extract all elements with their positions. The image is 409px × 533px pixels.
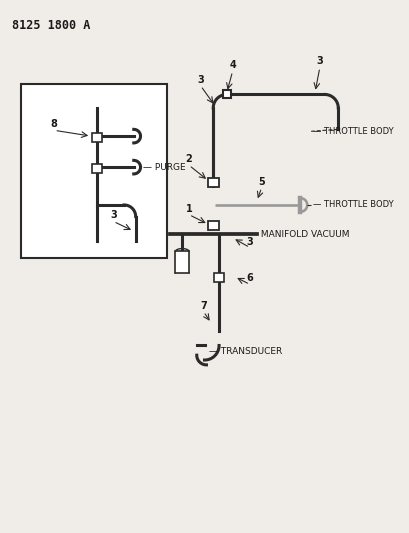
Bar [175,252,189,273]
Bar [21,84,166,259]
Text: 6: 6 [246,273,253,284]
Text: 7: 7 [200,301,207,311]
Text: — TRANSDUCER: — TRANSDUCER [209,347,282,356]
Text: 4: 4 [229,60,236,70]
Text: 3: 3 [110,211,117,221]
Text: 8: 8 [51,119,58,130]
Text: — THROTTLE BODY: — THROTTLE BODY [312,127,393,136]
Text: MANIFOLD VACUUM: MANIFOLD VACUUM [257,230,348,239]
Text: — THROTTLE BODY: — THROTTLE BODY [312,200,393,209]
Bar [207,178,218,187]
Text: 5: 5 [258,176,265,187]
Text: 2: 2 [185,154,192,164]
Bar [91,164,102,173]
Text: 8125 1800 A: 8125 1800 A [11,19,90,32]
Bar [207,221,218,230]
Bar [213,273,223,282]
Text: 1: 1 [185,204,192,214]
Text: 3: 3 [197,75,204,85]
Bar [91,133,102,142]
Text: 3: 3 [246,237,253,247]
Text: — PURGE: — PURGE [143,163,186,172]
Text: 3: 3 [316,56,322,66]
